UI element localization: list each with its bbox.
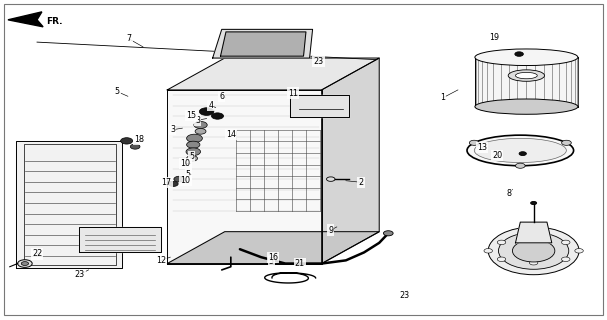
Text: 13: 13 bbox=[477, 143, 487, 152]
Text: 5: 5 bbox=[189, 152, 194, 161]
Text: 12: 12 bbox=[156, 256, 166, 265]
Circle shape bbox=[169, 181, 178, 187]
Polygon shape bbox=[168, 232, 379, 264]
Polygon shape bbox=[8, 12, 43, 27]
Text: 10: 10 bbox=[180, 159, 191, 168]
Circle shape bbox=[186, 134, 202, 142]
Polygon shape bbox=[16, 141, 122, 268]
Circle shape bbox=[186, 156, 197, 161]
Circle shape bbox=[529, 236, 538, 241]
Circle shape bbox=[131, 144, 140, 149]
Circle shape bbox=[512, 240, 555, 262]
Circle shape bbox=[186, 141, 200, 148]
Polygon shape bbox=[475, 57, 578, 107]
Circle shape bbox=[497, 240, 506, 244]
Circle shape bbox=[469, 140, 479, 145]
Text: 17: 17 bbox=[161, 178, 172, 187]
Circle shape bbox=[484, 249, 492, 253]
Text: 5: 5 bbox=[269, 258, 274, 267]
Text: 22: 22 bbox=[32, 250, 42, 259]
Text: 23: 23 bbox=[399, 291, 409, 300]
Circle shape bbox=[194, 122, 207, 128]
Text: 8: 8 bbox=[506, 189, 511, 198]
Polygon shape bbox=[80, 227, 161, 252]
Text: 14: 14 bbox=[226, 130, 236, 139]
Text: 9: 9 bbox=[328, 226, 333, 235]
Text: 3: 3 bbox=[195, 116, 200, 125]
Ellipse shape bbox=[515, 72, 537, 79]
Text: 16: 16 bbox=[268, 253, 278, 262]
Circle shape bbox=[515, 163, 525, 168]
Text: 11: 11 bbox=[288, 89, 298, 98]
Text: 2: 2 bbox=[359, 178, 364, 187]
Circle shape bbox=[515, 52, 523, 56]
Ellipse shape bbox=[475, 99, 578, 114]
Polygon shape bbox=[168, 58, 379, 90]
Text: 19: 19 bbox=[489, 33, 500, 42]
Text: 23: 23 bbox=[314, 57, 324, 66]
Text: 7: 7 bbox=[126, 35, 132, 44]
Text: 1: 1 bbox=[440, 93, 446, 102]
Circle shape bbox=[575, 249, 583, 253]
Circle shape bbox=[211, 113, 223, 119]
Circle shape bbox=[195, 128, 206, 134]
Polygon shape bbox=[515, 222, 552, 243]
Circle shape bbox=[18, 260, 32, 268]
Circle shape bbox=[497, 257, 506, 261]
Circle shape bbox=[199, 108, 214, 116]
Circle shape bbox=[21, 262, 29, 266]
Polygon shape bbox=[322, 58, 379, 264]
Ellipse shape bbox=[474, 138, 566, 163]
Circle shape bbox=[121, 138, 133, 144]
Circle shape bbox=[519, 152, 526, 156]
Text: FR.: FR. bbox=[46, 17, 63, 26]
Circle shape bbox=[498, 232, 569, 269]
Circle shape bbox=[488, 227, 579, 275]
Ellipse shape bbox=[508, 70, 544, 81]
Text: 18: 18 bbox=[134, 135, 144, 144]
Ellipse shape bbox=[467, 135, 574, 166]
Polygon shape bbox=[212, 29, 313, 58]
Polygon shape bbox=[168, 90, 322, 264]
Text: 15: 15 bbox=[186, 111, 197, 120]
Text: 5: 5 bbox=[186, 170, 191, 179]
Text: 6: 6 bbox=[219, 92, 224, 101]
Circle shape bbox=[327, 177, 335, 181]
Text: 3: 3 bbox=[170, 125, 175, 134]
Circle shape bbox=[529, 260, 538, 265]
Polygon shape bbox=[220, 32, 306, 56]
Circle shape bbox=[384, 231, 393, 236]
Text: 5: 5 bbox=[114, 87, 120, 96]
Circle shape bbox=[174, 176, 185, 182]
Text: 10: 10 bbox=[180, 176, 191, 185]
Text: 4: 4 bbox=[208, 101, 213, 110]
Polygon shape bbox=[290, 95, 349, 117]
Text: 20: 20 bbox=[492, 151, 503, 160]
Circle shape bbox=[531, 201, 537, 204]
Text: 23: 23 bbox=[75, 270, 84, 279]
Circle shape bbox=[561, 257, 570, 261]
Circle shape bbox=[186, 148, 200, 156]
Text: 21: 21 bbox=[295, 259, 305, 268]
Ellipse shape bbox=[475, 49, 578, 66]
Circle shape bbox=[561, 140, 571, 145]
Circle shape bbox=[561, 240, 570, 244]
